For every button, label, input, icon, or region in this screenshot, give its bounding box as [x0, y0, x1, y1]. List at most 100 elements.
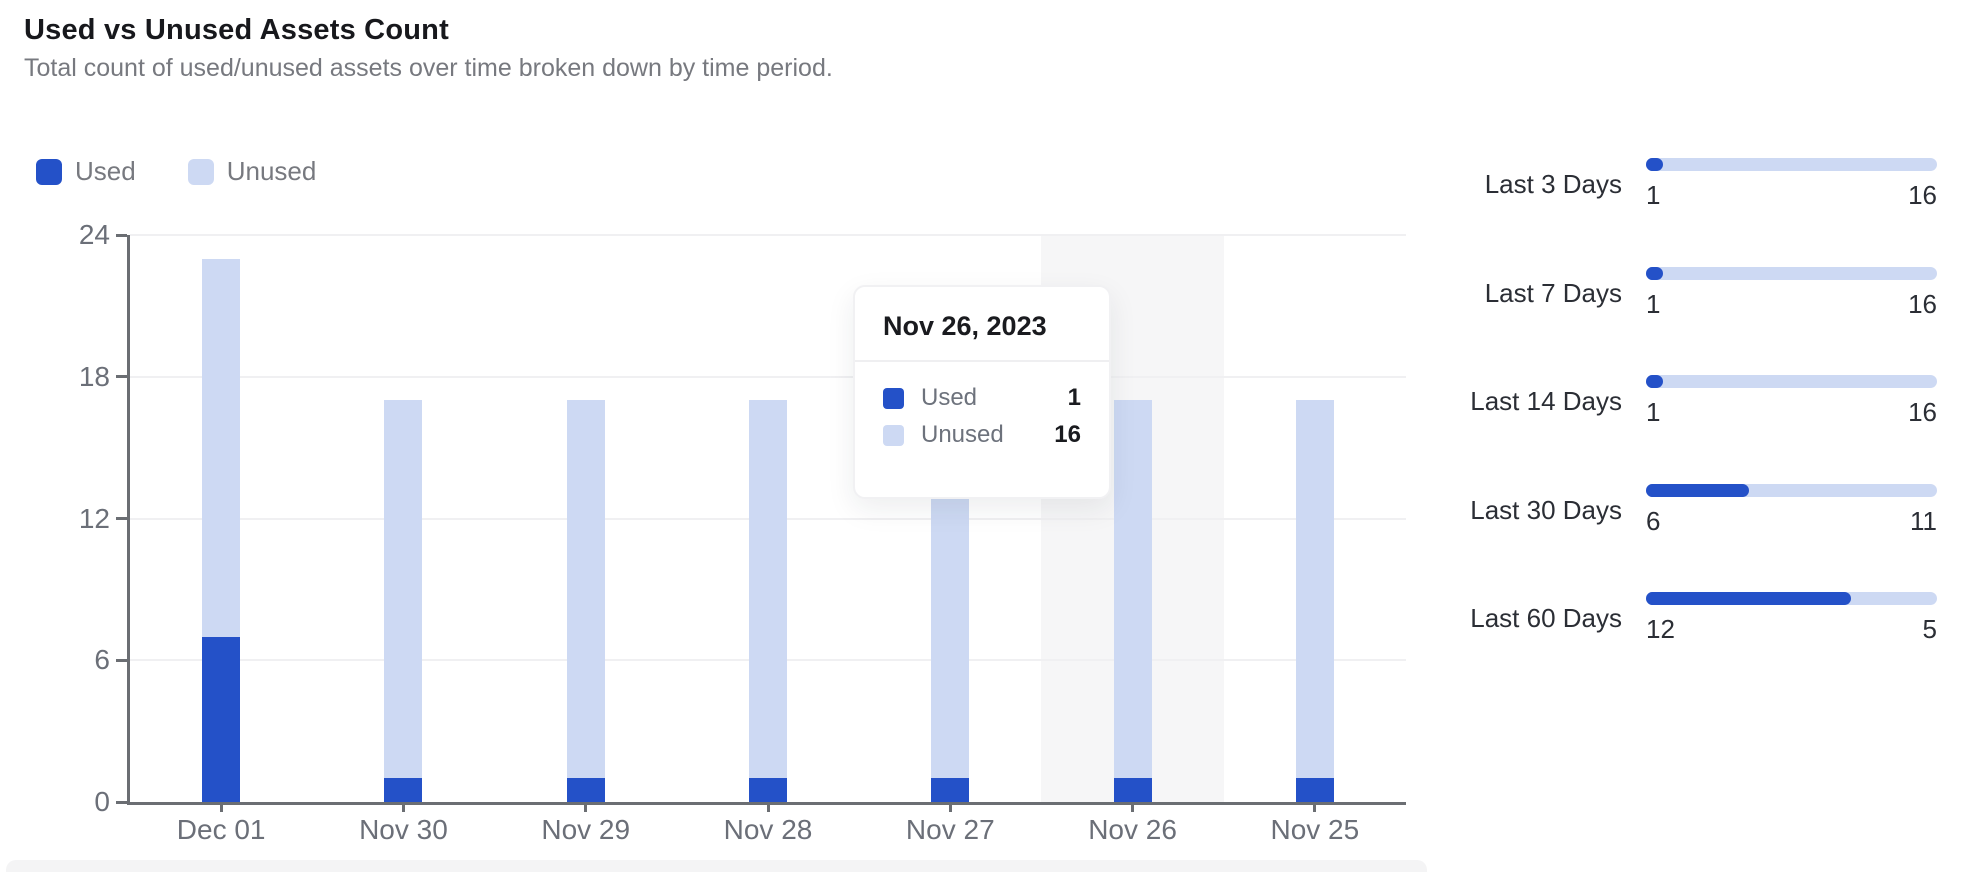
period-progress-fill: [1646, 158, 1664, 171]
period-label: Last 7 Days: [1484, 277, 1622, 308]
tooltip-value-used: 1: [1067, 384, 1081, 411]
bar-unused-nov-30[interactable]: [384, 400, 423, 779]
tooltip-value-unused: 16: [1054, 421, 1081, 448]
period-values: 1 16: [1646, 180, 1937, 211]
period-row-last-30-days: Last 30 Days 6 11: [1450, 483, 1937, 537]
period-progress-fill: [1646, 266, 1664, 280]
bar-unused-nov-29[interactable]: [566, 400, 605, 779]
bar-used-nov-30[interactable]: [384, 778, 423, 802]
x-axis-tick: [584, 802, 588, 812]
period-meter: 6 11: [1646, 483, 1937, 537]
y-axis-label: 6: [94, 644, 110, 676]
tooltip-body: Used 1 Unused 16: [855, 362, 1109, 475]
period-unused-value: 11: [1910, 505, 1937, 536]
period-progress-track: [1646, 158, 1937, 171]
gridline-y-24: [130, 234, 1406, 236]
period-progress-track: [1646, 266, 1937, 280]
x-axis-label: Dec 01: [176, 814, 266, 845]
period-progress-track: [1646, 592, 1937, 605]
unused-swatch-icon: [187, 158, 214, 185]
legend-item-unused[interactable]: Unused: [187, 156, 317, 187]
period-used-value: 6: [1646, 505, 1661, 536]
period-label: Last 30 Days: [1470, 494, 1622, 525]
bar-unused-dec-01[interactable]: [202, 258, 241, 637]
period-progress-fill: [1646, 375, 1664, 388]
period-label: Last 3 Days: [1484, 169, 1622, 199]
x-axis-tick: [1313, 802, 1317, 812]
period-unused-value: 5: [1922, 614, 1937, 644]
next-card-top-edge: [6, 860, 1427, 872]
y-axis-label: 18: [78, 360, 110, 392]
page-title: Used vs Unused Assets Count: [24, 14, 449, 46]
period-row-last-7-days: Last 7 Days 1 16: [1450, 266, 1937, 320]
plot-area: 0 6 12 18 24 Dec 01 Nov 30 Nov 29 Nov 28 Nov 27 No…: [79, 219, 1406, 845]
period-meter: 1 16: [1646, 375, 1937, 428]
bar-used-nov-27[interactable]: [931, 778, 970, 802]
unused-swatch-icon: [883, 424, 904, 446]
period-meter: 12 5: [1646, 592, 1937, 645]
tooltip-label-used: Used: [921, 384, 978, 411]
tooltip-title: Nov 26, 2023: [855, 287, 1109, 362]
x-axis-label: Nov 27: [905, 814, 995, 845]
y-axis-tick: [116, 233, 127, 237]
used-swatch-icon: [36, 158, 62, 185]
period-row-last-60-days: Last 60 Days 12 5: [1450, 592, 1937, 645]
chart-tooltip: Nov 26, 2023 Used 1 Unused 16: [853, 285, 1111, 499]
legend-label-used: Used: [75, 156, 136, 186]
period-meter: 1 16: [1646, 158, 1937, 211]
period-values: 1 16: [1646, 289, 1937, 320]
period-unused-value: 16: [1908, 288, 1937, 319]
bar-unused-nov-26[interactable]: [1113, 400, 1152, 779]
bar-used-nov-25[interactable]: [1295, 778, 1334, 802]
period-used-value: 1: [1646, 397, 1661, 427]
chart-legend: Used Unused: [36, 156, 316, 187]
tooltip-label-unused: Unused: [921, 421, 1004, 448]
period-progress-track: [1646, 375, 1937, 388]
y-axis-tick: [116, 375, 127, 379]
bar-used-nov-26[interactable]: [1113, 778, 1152, 802]
bar-used-nov-28[interactable]: [749, 778, 787, 802]
bar-used-dec-01[interactable]: [202, 636, 241, 802]
period-unused-value: 16: [1908, 397, 1937, 427]
bar-used-nov-29[interactable]: [566, 778, 605, 802]
bar-unused-nov-25[interactable]: [1295, 400, 1334, 779]
legend-item-used[interactable]: Used: [36, 156, 136, 187]
x-axis-label: Nov 29: [541, 814, 631, 845]
y-axis-label: 24: [78, 219, 110, 250]
y-axis-tick: [116, 800, 127, 804]
period-progress-fill: [1646, 592, 1852, 605]
x-axis-tick: [1131, 802, 1135, 812]
period-values: 6 11: [1646, 506, 1937, 537]
tooltip-row-used: Used 1: [883, 384, 1081, 412]
page-subtitle: Total count of used/unused assets over t…: [24, 54, 833, 82]
y-axis-tick: [116, 517, 127, 520]
tooltip-row-unused: Unused 16: [883, 421, 1081, 449]
bar-unused-nov-28[interactable]: [749, 400, 787, 779]
x-axis-tick: [948, 802, 952, 812]
y-axis-label: 12: [78, 502, 110, 534]
legend-label-unused: Unused: [226, 156, 317, 186]
period-label: Last 60 Days: [1470, 603, 1622, 633]
x-axis-tick: [766, 802, 770, 812]
period-values: 12 5: [1646, 614, 1937, 645]
period-used-value: 1: [1646, 180, 1661, 210]
period-used-value: 12: [1646, 614, 1675, 644]
x-axis-label: Nov 28: [723, 814, 813, 845]
gridline-y-18: [130, 375, 1406, 378]
period-progress-track: [1646, 483, 1937, 497]
period-row-last-3-days: Last 3 Days 1 16: [1450, 158, 1937, 211]
y-axis-label: 0: [94, 786, 110, 817]
used-swatch-icon: [883, 387, 904, 409]
y-axis-line: [127, 235, 130, 805]
x-axis-tick: [401, 802, 405, 812]
period-meter: 1 16: [1646, 266, 1937, 320]
x-axis-label: Nov 30: [359, 814, 448, 845]
period-row-last-14-days: Last 14 Days 1 16: [1450, 375, 1937, 428]
x-axis-label: Nov 26: [1088, 814, 1177, 845]
period-used-value: 1: [1646, 288, 1661, 319]
period-label: Last 14 Days: [1470, 386, 1622, 416]
y-axis-tick: [116, 658, 127, 662]
x-axis-label: Nov 25: [1270, 814, 1360, 845]
period-unused-value: 16: [1908, 180, 1937, 210]
